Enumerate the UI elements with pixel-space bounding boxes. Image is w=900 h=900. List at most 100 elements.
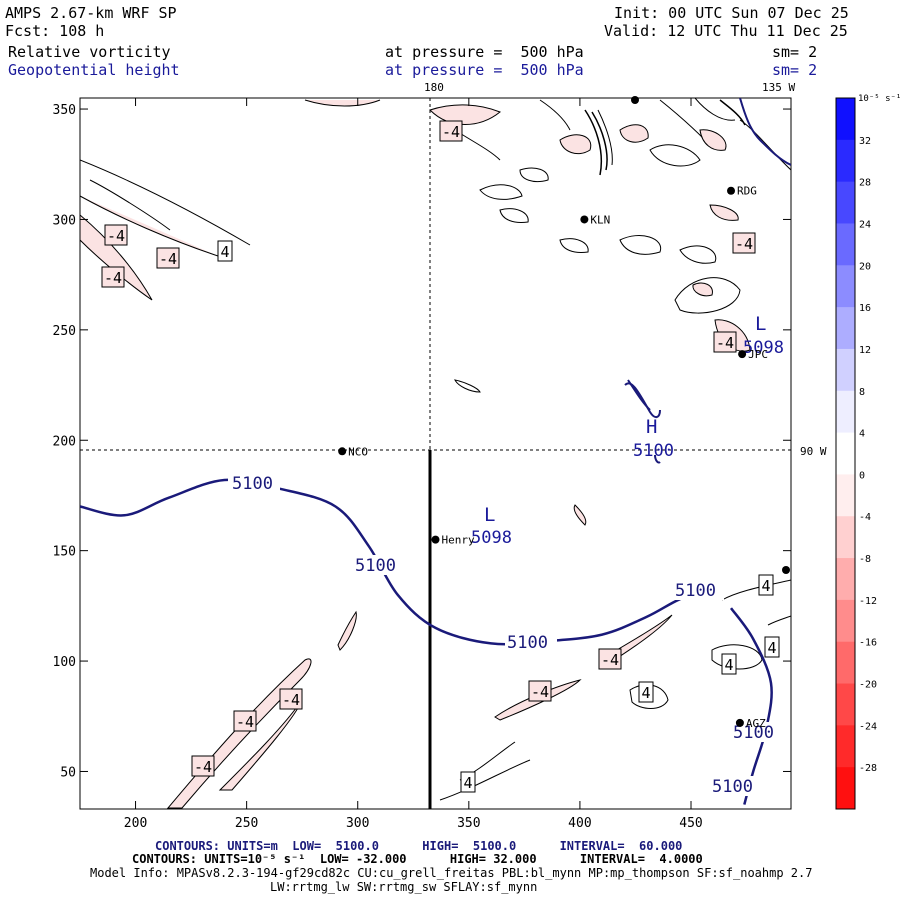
x-tick-label: 400: [568, 816, 591, 831]
vort-label-box: [764, 636, 780, 658]
height-label: 5100: [507, 633, 548, 653]
colorbar-tick-label: 24: [859, 219, 871, 230]
vort-contour: [679, 245, 717, 264]
colorbar-tick-label: -16: [859, 638, 877, 649]
vort-contour: [439, 759, 531, 801]
vort-label-box: [528, 680, 552, 702]
vort-label: -4: [159, 250, 177, 268]
vort-label: -4: [107, 227, 125, 245]
vort-label-box: [191, 755, 215, 777]
field2-smoothing: sm= 2: [772, 61, 818, 79]
axes: 200 250 300 350 400 450 50 100 150 200 250 300 350: [53, 98, 791, 831]
vort-label: -4: [236, 713, 254, 731]
vort-label-box: [460, 771, 476, 793]
vort-contour: [89, 179, 171, 231]
vort-label: -4: [282, 691, 300, 709]
vort-contour: [479, 184, 523, 200]
colorbar-swatch: [836, 474, 855, 517]
vort-contour: [692, 282, 713, 297]
colorbar-swatch: [836, 599, 855, 643]
colorbar-tick-label: 16: [859, 303, 871, 314]
vort-contour: [454, 379, 481, 393]
vort-label: -4: [716, 334, 734, 352]
field1-smoothing: sm= 2: [772, 43, 818, 61]
vorticity-contour-labels: -4 -4 -4 4 -4 -4 -4 -4 -4 -4 -4 -4 4 4 4 4 4: [101, 120, 780, 793]
plot-frame: [79, 97, 792, 810]
vort-label: -4: [442, 123, 460, 141]
vort-label-box: [279, 688, 303, 710]
vort-label: 4: [641, 684, 650, 702]
vort-contour: [304, 99, 381, 107]
colorbar-swatch: [836, 390, 855, 434]
height-label: 5100: [675, 581, 716, 601]
colorbar-swatch: [836, 641, 855, 685]
footer-height-contours: CONTOURS: UNITS=m LOW= 5100.0 HIGH= 5100…: [155, 839, 683, 853]
vorticity-contours: [80, 98, 791, 809]
colorbar-tick-label: 12: [859, 345, 871, 356]
vort-contour: [337, 610, 357, 651]
height-label: 5100: [232, 474, 273, 494]
colorbar-swatch: [836, 516, 855, 559]
vort-label: -4: [531, 683, 549, 701]
height-label: 5100: [355, 556, 396, 576]
y-tick-label: 150: [53, 545, 76, 560]
vort-contour: [539, 99, 571, 131]
low-center-value: 5098: [471, 528, 512, 548]
top-label-135w: 135 W: [762, 81, 795, 94]
x-tick-label: 450: [679, 816, 702, 831]
vort-label-box: [638, 681, 654, 703]
colorbar-tick-label: 20: [859, 261, 871, 272]
vort-label: 4: [767, 639, 776, 657]
x-tick-label: 200: [124, 816, 147, 831]
station-marker: [431, 535, 440, 544]
vort-label: -4: [194, 758, 212, 776]
colorbar-swatch: [836, 432, 855, 475]
vort-contour: [694, 98, 736, 121]
colorbar-frame: [835, 97, 856, 810]
vort-contour: [709, 204, 739, 221]
vort-label-box: [758, 574, 774, 596]
vort-contour: [699, 129, 727, 151]
vort-label-box: [217, 240, 233, 262]
colorbar-tick-label: -20: [859, 680, 877, 691]
vort-contour: [559, 134, 592, 155]
vort-label: -4: [601, 651, 619, 669]
top-label-180: 180: [424, 81, 444, 94]
field2-name: Geopotential height: [8, 61, 180, 79]
vort-contour: [721, 579, 791, 601]
vort-contour: [649, 144, 701, 167]
station-marker: [727, 186, 736, 195]
colorbar-tick-label: -12: [859, 596, 877, 607]
colorbar-tick-label: -28: [859, 763, 877, 774]
y-tick-label: 300: [53, 213, 76, 228]
vort-contour: [559, 238, 589, 253]
height-h-ridge: [627, 379, 651, 411]
station-marker: [738, 350, 747, 359]
height-ne-contour: [739, 98, 791, 166]
vort-label-box: [598, 648, 622, 670]
vort-contour: [767, 615, 791, 626]
colorbar-tick-label: -8: [859, 554, 871, 565]
vort-label-box: [732, 232, 756, 254]
vort-label-box: [721, 653, 737, 675]
vort-contour: [573, 504, 587, 526]
vort-contour: [584, 109, 603, 176]
colorbar-tick-label: 8: [859, 387, 865, 398]
colorbar-swatch: [836, 725, 855, 768]
station-marker: [782, 566, 790, 574]
vort-label-box: [101, 266, 125, 288]
y-tick-label: 250: [53, 324, 76, 339]
vort-contour: [591, 111, 608, 171]
station-label: Henry: [442, 534, 475, 547]
forecast-hour: Fcst: 108 h: [5, 22, 105, 40]
vort-label: -4: [735, 235, 753, 253]
pressure-centers: L 5098 H 5100 L 5098: [471, 313, 784, 548]
colorbar-tick-label: 0: [859, 470, 865, 481]
station-label: JPC: [748, 348, 768, 361]
vort-label-box: [233, 710, 257, 732]
colorbar-tick-label: 32: [859, 136, 871, 147]
stations: NCO Henry KLN RDG JPC AGZ: [338, 96, 790, 730]
colorbar-swatch: [836, 767, 855, 810]
colorbar-swatch: [836, 348, 855, 392]
